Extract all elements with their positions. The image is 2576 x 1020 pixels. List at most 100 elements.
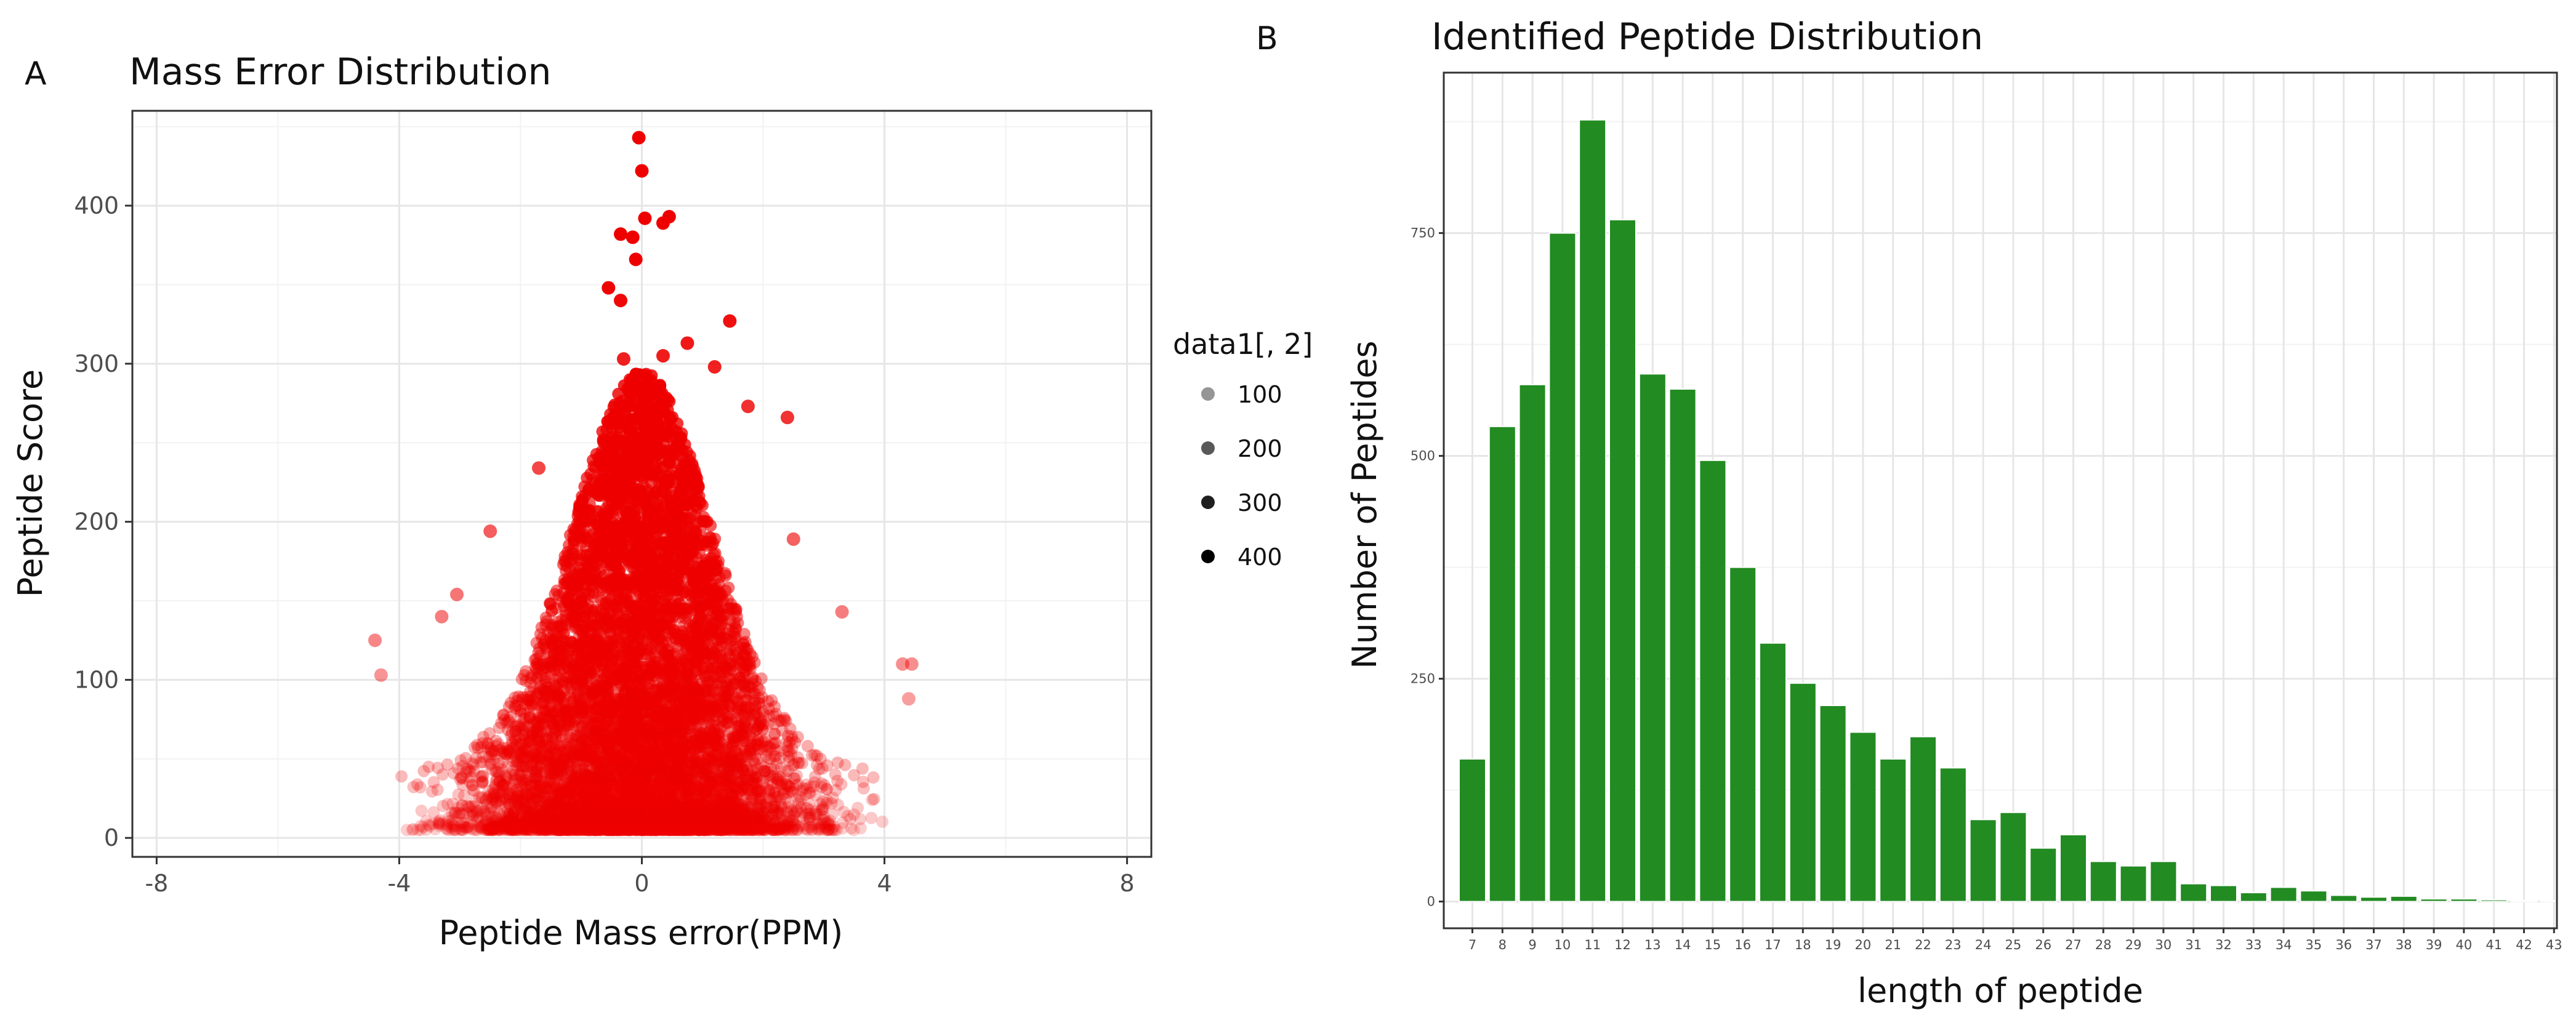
scatter-point (691, 688, 704, 701)
scatter-point (746, 792, 759, 805)
scatter-point (677, 722, 690, 735)
scatter-point (549, 755, 562, 768)
scatter-point (666, 824, 678, 837)
scatter-point (655, 802, 667, 815)
scatter-point (689, 682, 702, 695)
scatter-point (682, 770, 695, 783)
scatter-point (738, 805, 751, 817)
scatter-point (592, 822, 605, 835)
scatter-point (549, 793, 561, 806)
scatter-point (625, 819, 638, 832)
scatter-point (631, 646, 644, 659)
scatter-point (658, 761, 670, 774)
scatter-point (674, 669, 687, 681)
scatter-point (589, 648, 602, 661)
scatter-point (604, 814, 617, 827)
scatter-point (698, 758, 711, 771)
scatter-point (694, 822, 707, 835)
scatter-point (738, 680, 751, 693)
scatter-point (738, 665, 751, 678)
scatter-point (717, 763, 730, 776)
scatter-point (682, 824, 694, 837)
scatter-point (555, 654, 568, 667)
scatter-point (588, 822, 601, 835)
scatter-point (827, 820, 840, 833)
scatter-point (698, 670, 711, 683)
scatter-point (621, 638, 634, 651)
scatter-point (722, 805, 735, 818)
scatter-point (582, 627, 595, 640)
scatter-point (627, 629, 640, 641)
scatter-point (515, 817, 528, 830)
scatter-point (735, 817, 748, 830)
scatter-point (725, 700, 737, 713)
scatter-point (536, 718, 549, 731)
scatter-point (658, 726, 671, 739)
scatter-point (707, 819, 720, 832)
scatter-point (626, 801, 638, 814)
scatter-point (487, 821, 500, 834)
scatter-point (675, 755, 688, 768)
scatter-point (578, 779, 590, 792)
scatter-point (683, 745, 696, 758)
scatter-point (749, 768, 762, 781)
scatter-point (656, 807, 669, 820)
scatter-point (632, 803, 645, 816)
scatter-point (647, 684, 659, 697)
scatter-point (467, 809, 480, 822)
scatter-point (620, 707, 633, 720)
scatter-point (599, 679, 612, 692)
scatter-point (448, 767, 460, 780)
scatter-point (635, 787, 648, 800)
scatter-point (688, 816, 701, 829)
scatter-point (603, 820, 616, 833)
scatter-point (683, 681, 696, 694)
scatter-point (730, 731, 743, 744)
scatter-point (488, 787, 501, 799)
scatter-point (482, 822, 495, 835)
scatter-point (575, 786, 588, 799)
scatter-point (593, 800, 606, 813)
scatter-point (726, 822, 739, 834)
scatter-point (666, 823, 678, 836)
scatter-point (570, 766, 582, 779)
scatter-point (697, 801, 710, 814)
scatter-point (667, 814, 680, 827)
scatter-point (666, 793, 679, 806)
scatter-point (599, 824, 612, 837)
scatter-point (726, 790, 739, 803)
scatter-point (704, 816, 717, 829)
scatter-point (558, 709, 571, 722)
scatter-point (672, 776, 685, 789)
scatter-point (660, 824, 673, 837)
scatter-point (513, 822, 526, 835)
scatter-point (614, 824, 627, 837)
scatter-point (695, 765, 708, 777)
scatter-point (734, 753, 747, 766)
scatter-point (692, 741, 705, 754)
scatter-point (713, 742, 725, 755)
scatter-point (756, 691, 769, 704)
scatter-point (768, 728, 781, 741)
scatter-point (685, 630, 698, 643)
scatter-point (735, 824, 748, 836)
scatter-point (665, 801, 678, 814)
scatter-point (547, 796, 560, 809)
scatter-point (697, 783, 709, 796)
scatter-point (683, 819, 696, 832)
scatter-point (549, 728, 562, 741)
scatter-point (557, 809, 570, 822)
scatter-point (612, 669, 625, 681)
scatter-point (678, 653, 691, 666)
scatter-point (512, 796, 525, 809)
scatter-point (724, 810, 737, 823)
scatter-point (456, 760, 469, 773)
scatter-point (856, 762, 869, 775)
scatter-point (726, 739, 739, 752)
scatter-point (632, 820, 645, 832)
scatter-point (643, 793, 656, 806)
scatter-point (516, 822, 529, 835)
scatter-point (725, 781, 738, 793)
scatter-point (533, 749, 545, 761)
scatter-point (680, 818, 693, 830)
